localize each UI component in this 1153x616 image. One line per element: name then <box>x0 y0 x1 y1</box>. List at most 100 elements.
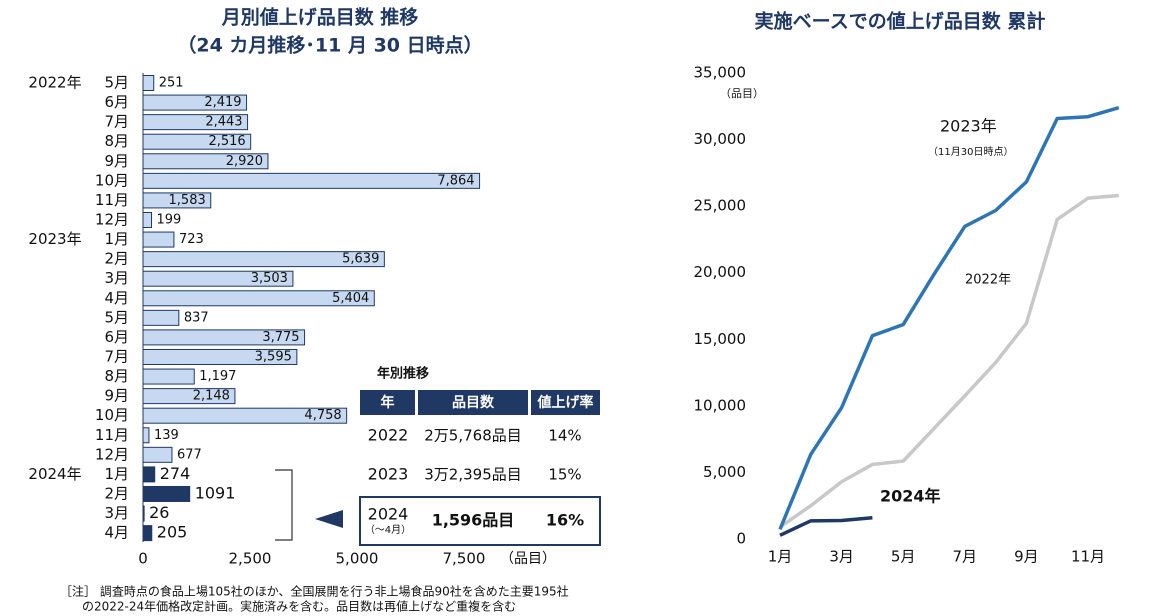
value-label: 5,404 <box>332 291 369 306</box>
month-label: 4月 <box>104 289 129 307</box>
bar <box>142 133 252 150</box>
month-label: 3月 <box>104 269 129 287</box>
bar <box>142 114 249 131</box>
x-tick-label: 0 <box>138 550 148 568</box>
bar <box>142 525 153 542</box>
header-text: 年 <box>381 394 395 411</box>
value-label: 3,775 <box>262 330 299 345</box>
bar <box>142 329 306 346</box>
value-label: 837 <box>184 310 209 325</box>
month-label: 2月 <box>104 250 129 268</box>
bar <box>142 231 175 248</box>
y-tick-label: 30,000 <box>694 130 747 148</box>
x-tick-label: 7月 <box>953 548 978 566</box>
month-label: 3月 <box>104 504 129 522</box>
bar <box>142 153 269 170</box>
bar <box>142 192 212 209</box>
month-label: 7月 <box>104 113 129 131</box>
x-tick-label: 7,500 <box>443 550 486 568</box>
header-text: 品目数 <box>452 394 495 411</box>
month-label: 11月 <box>95 191 129 209</box>
value-label: 4,758 <box>304 408 341 423</box>
month-label: 10月 <box>95 171 129 189</box>
bar <box>142 251 385 268</box>
left-subtitle: （24 カ月推移･11 月 30 日時点） <box>177 34 482 57</box>
bar <box>142 172 481 189</box>
bar <box>142 290 375 307</box>
bar <box>142 75 155 91</box>
cell: 2022 <box>368 426 409 445</box>
right-title: 実施ベースでの値上げ品目数 累計 <box>755 10 1046 33</box>
bar <box>142 505 145 522</box>
x-tick-label: 2,500 <box>229 550 272 568</box>
month-label: 4月 <box>104 524 129 542</box>
cell: 2024 <box>368 505 409 524</box>
bar <box>142 270 294 287</box>
bar <box>142 466 156 483</box>
month-label: 11月 <box>95 426 129 444</box>
y-tick-label: 15,000 <box>694 330 747 348</box>
header-cell <box>531 390 600 415</box>
y-tick-label: 0 <box>736 530 746 548</box>
value-label: 274 <box>160 464 191 483</box>
header-cell <box>360 390 415 415</box>
month-label: 5月 <box>104 74 129 92</box>
cell: 2万5,768品目 <box>424 427 522 445</box>
header-text: 値上げ率 <box>537 394 594 411</box>
highlight-box <box>359 496 601 546</box>
line <box>779 516 873 537</box>
value-label: 2,443 <box>205 115 242 130</box>
bar <box>142 485 191 502</box>
value-label: 1,197 <box>199 369 236 384</box>
x-tick-label: 11月 <box>1071 548 1105 566</box>
x-tick-label: 3月 <box>829 548 854 566</box>
series-label: 2024年 <box>880 487 941 506</box>
series-note: （11月30日時点） <box>928 146 1013 158</box>
cell: 2023 <box>368 465 409 484</box>
arrow <box>315 510 343 528</box>
line <box>779 193 1119 529</box>
month-label: 5月 <box>104 308 129 326</box>
value-label: 7,864 <box>437 173 474 188</box>
value-label: 723 <box>179 232 204 247</box>
value-label: 3,595 <box>255 349 292 364</box>
month-label: 12月 <box>95 445 129 463</box>
year-label: 2024年 <box>28 465 81 483</box>
y-unit: （品目） <box>720 87 764 100</box>
cell: 16% <box>546 511 584 530</box>
bar <box>142 348 298 365</box>
line <box>778 106 1120 531</box>
x-tick-label: 5,000 <box>336 550 379 568</box>
value-label: 2,419 <box>204 95 241 110</box>
month-label: 1月 <box>104 465 129 483</box>
bar <box>142 309 180 326</box>
cell-note: （～4月） <box>365 524 411 536</box>
y-tick-label: 5,000 <box>703 463 746 481</box>
y-tick-label: 10,000 <box>694 396 747 414</box>
value-label: 251 <box>159 76 184 91</box>
series-label: 2023年 <box>940 117 997 136</box>
month-label: 7月 <box>104 347 129 365</box>
month-label: 10月 <box>95 406 129 424</box>
x-unit: （品目） <box>500 551 556 567</box>
note: ［注］ 調査時点の食品上場105社のほか、全国展開を行う非上場食品90社を含めた… <box>60 584 569 599</box>
y-tick-label: 25,000 <box>694 197 747 215</box>
y-tick-label: 20,000 <box>694 263 747 281</box>
value-label: 26 <box>149 503 169 522</box>
header-cell <box>418 390 528 415</box>
value-label: 677 <box>177 447 202 462</box>
cell: 14% <box>548 427 581 445</box>
bar <box>142 427 150 444</box>
month-label: 12月 <box>95 210 129 228</box>
bar <box>142 388 236 405</box>
month-label: 6月 <box>104 328 129 346</box>
cell: 3万2,395品目 <box>424 466 522 484</box>
value-label: 205 <box>157 523 188 542</box>
value-label: 2,920 <box>226 154 263 169</box>
bar <box>142 407 348 424</box>
x-tick-label: 1月 <box>768 548 793 566</box>
cell: 15% <box>548 466 581 484</box>
year-label: 2023年 <box>28 230 81 248</box>
left-title: 月別値上げ品目数 推移 <box>221 6 419 29</box>
